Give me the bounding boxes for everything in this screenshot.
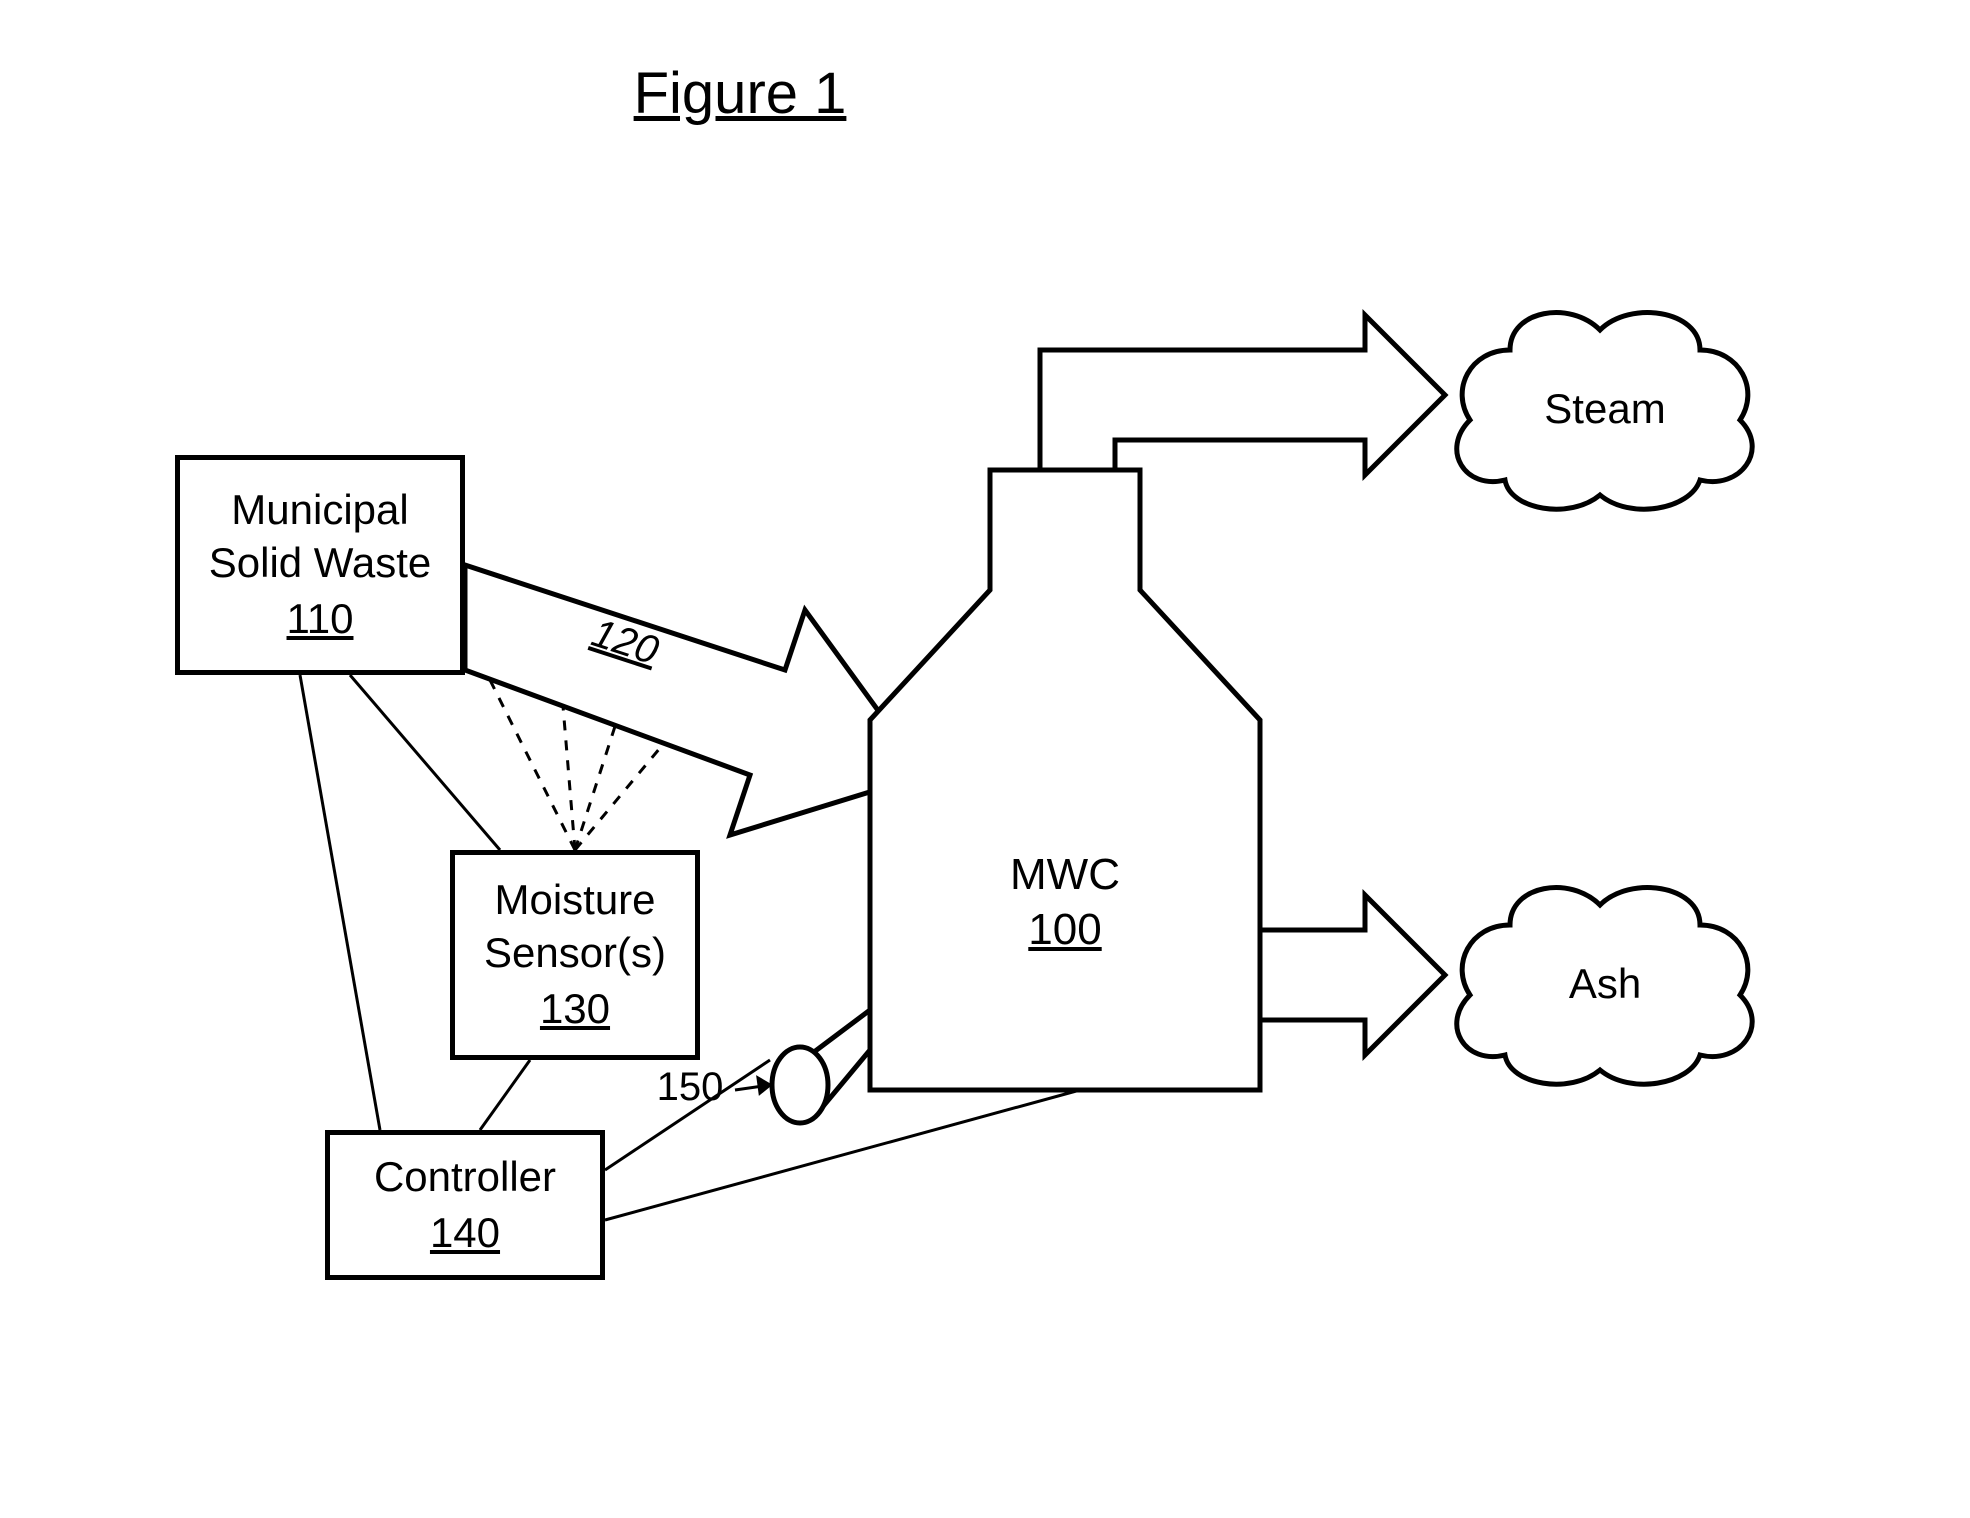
ash-arrow — [1260, 895, 1445, 1055]
controller-ref: 140 — [430, 1207, 500, 1260]
diagram-canvas: Figure 1 — [0, 0, 1970, 1518]
msw-ref: 110 — [287, 593, 354, 646]
controller-label: Controller — [374, 1151, 556, 1204]
controller-box: Controller 140 — [325, 1130, 605, 1280]
mwc-label-text: MWC — [1010, 850, 1120, 899]
msw-label: MunicipalSolid Waste — [209, 484, 432, 589]
sensor-ref: 130 — [540, 983, 610, 1036]
figure-title: Figure 1 — [540, 60, 940, 127]
steam-label: Steam — [1505, 385, 1705, 433]
mwc-shape — [870, 470, 1260, 1090]
feed-arrow — [465, 565, 925, 835]
ash-label: Ash — [1505, 960, 1705, 1008]
feed-arrow-ref: 120 — [561, 603, 689, 683]
fan-shape — [772, 1010, 870, 1123]
mwc-ref: 100 — [960, 905, 1170, 955]
sensor-label: MoistureSensor(s) — [484, 874, 666, 979]
fan-ref: 150 — [640, 1065, 740, 1110]
sensor-box: MoistureSensor(s) 130 — [450, 850, 700, 1060]
mwc-label: MWC — [960, 850, 1170, 900]
svg-layer — [0, 0, 1970, 1518]
steam-arrow — [1040, 315, 1445, 475]
sensor-rays — [490, 670, 700, 850]
msw-box: MunicipalSolid Waste 110 — [175, 455, 465, 675]
fan-label-arrow — [735, 1078, 770, 1093]
